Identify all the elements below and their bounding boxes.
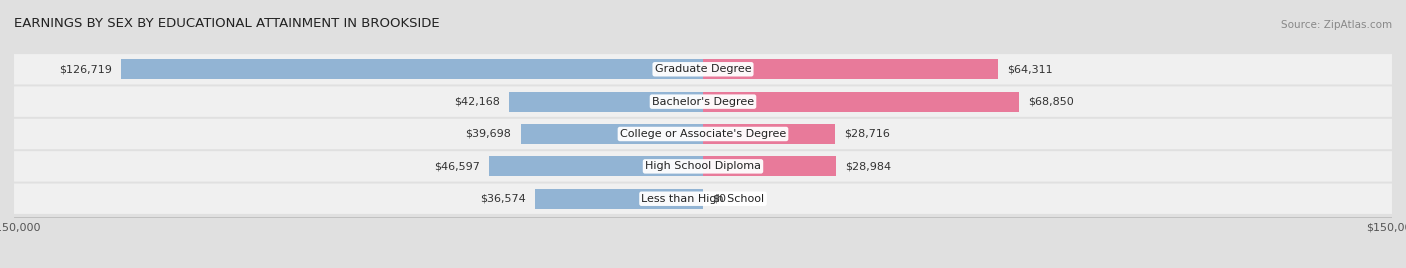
Text: $46,597: $46,597 <box>434 161 479 171</box>
Text: $36,574: $36,574 <box>479 194 526 204</box>
Text: $68,850: $68,850 <box>1028 97 1074 107</box>
Bar <box>703 124 835 144</box>
Text: Less than High School: Less than High School <box>641 194 765 204</box>
Bar <box>509 92 703 112</box>
Bar <box>536 189 703 209</box>
Text: Graduate Degree: Graduate Degree <box>655 64 751 74</box>
Text: $42,168: $42,168 <box>454 97 501 107</box>
Bar <box>703 92 1019 112</box>
FancyBboxPatch shape <box>14 184 1392 214</box>
Text: Bachelor's Degree: Bachelor's Degree <box>652 97 754 107</box>
FancyBboxPatch shape <box>14 86 1392 117</box>
Bar <box>121 59 703 79</box>
Text: $0: $0 <box>713 194 725 204</box>
Text: College or Associate's Degree: College or Associate's Degree <box>620 129 786 139</box>
Text: High School Diploma: High School Diploma <box>645 161 761 171</box>
FancyBboxPatch shape <box>14 54 1392 84</box>
Bar <box>703 156 837 176</box>
FancyBboxPatch shape <box>14 119 1392 149</box>
Text: $28,984: $28,984 <box>845 161 891 171</box>
Text: $126,719: $126,719 <box>59 64 112 74</box>
Bar <box>520 124 703 144</box>
Bar <box>703 59 998 79</box>
Text: $64,311: $64,311 <box>1008 64 1053 74</box>
Bar <box>489 156 703 176</box>
Text: $28,716: $28,716 <box>844 129 890 139</box>
FancyBboxPatch shape <box>14 151 1392 182</box>
Text: EARNINGS BY SEX BY EDUCATIONAL ATTAINMENT IN BROOKSIDE: EARNINGS BY SEX BY EDUCATIONAL ATTAINMEN… <box>14 17 440 31</box>
Text: Source: ZipAtlas.com: Source: ZipAtlas.com <box>1281 20 1392 31</box>
Text: $39,698: $39,698 <box>465 129 512 139</box>
